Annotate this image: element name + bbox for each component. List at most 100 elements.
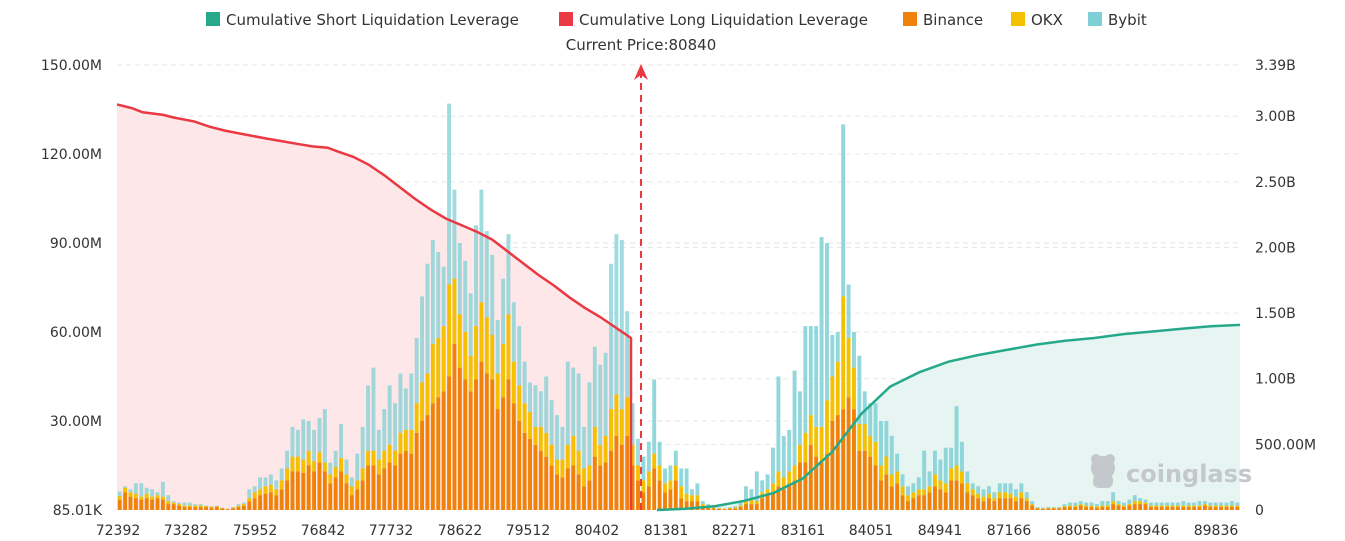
bar-okx: [1057, 507, 1062, 509]
bar-binance: [598, 465, 603, 510]
bar-binance: [301, 472, 306, 510]
bar-okx: [1024, 498, 1029, 502]
bar-okx: [938, 480, 943, 490]
bar-binance: [1159, 507, 1164, 510]
bar-okx: [960, 471, 964, 484]
bar-binance: [695, 501, 700, 510]
y-right-tick-label: 2.50B: [1255, 175, 1296, 191]
bar-bybit: [846, 284, 851, 338]
bar-okx: [1224, 505, 1229, 508]
bar-bybit: [177, 502, 182, 505]
bar-okx: [798, 444, 802, 463]
bar-binance: [938, 489, 943, 510]
bar-okx: [814, 426, 819, 457]
bar-binance: [339, 471, 344, 510]
bar-okx: [673, 465, 678, 481]
bar-bybit: [663, 468, 667, 484]
bar-okx: [279, 480, 284, 490]
bar-okx: [301, 459, 306, 473]
bar-okx: [452, 278, 457, 344]
bar-okx: [468, 355, 473, 392]
bar-okx: [150, 496, 155, 500]
bar-bybit: [727, 507, 732, 508]
bar-bybit: [560, 426, 565, 460]
bar-binance: [247, 501, 252, 510]
bar-bybit: [857, 355, 862, 424]
bar-okx: [981, 496, 986, 502]
legend-item[interactable]: OKX: [1011, 11, 1063, 29]
legend-item[interactable]: Bybit: [1088, 11, 1147, 29]
legend-item[interactable]: Cumulative Short Liquidation Leverage: [206, 11, 519, 29]
legend-item[interactable]: Binance: [903, 11, 983, 29]
x-tick-label: 72392: [96, 523, 141, 539]
bar-okx: [236, 505, 241, 508]
bar-binance: [803, 462, 808, 510]
legend[interactable]: Cumulative Short Liquidation Leverage Cum…: [206, 11, 1147, 29]
bar-binance: [862, 450, 867, 510]
bar-binance: [166, 504, 171, 510]
bar-binance: [306, 465, 311, 510]
bar-okx: [1121, 505, 1126, 508]
bar-okx: [684, 493, 689, 502]
bar-bybit: [684, 468, 689, 494]
bar-binance: [835, 415, 840, 510]
bar-bybit: [214, 505, 219, 507]
bar-okx: [663, 483, 667, 493]
bar-okx: [992, 498, 997, 502]
bar-bybit: [657, 441, 662, 466]
bar-binance: [711, 508, 716, 510]
bar-okx: [862, 423, 867, 451]
bar-binance: [252, 498, 257, 510]
bar-bybit: [474, 225, 478, 327]
bar-okx: [1003, 492, 1008, 499]
bar-bybit: [1132, 495, 1137, 502]
bar-bybit: [911, 483, 916, 493]
bar-bybit: [1148, 502, 1153, 506]
x-tick-label: 81381: [644, 523, 689, 539]
bar-bybit: [1019, 483, 1024, 493]
bar-okx: [474, 326, 478, 380]
bar-binance: [560, 477, 565, 510]
y-right-tick-label: 3.39B: [1255, 58, 1296, 74]
legend-item[interactable]: Cumulative Long Liquidation Leverage: [559, 11, 868, 29]
liquidation-bars: [117, 103, 1240, 510]
x-tick-label: 87166: [987, 523, 1032, 539]
y-left-tick-label: 90.00M: [50, 236, 102, 252]
x-tick-label: 73282: [164, 523, 209, 539]
bar-binance: [1213, 507, 1218, 510]
bar-okx: [711, 507, 716, 509]
bar-bybit: [949, 447, 954, 469]
bar-binance: [1132, 504, 1137, 510]
bar-okx: [214, 506, 219, 508]
bar-bybit: [889, 435, 894, 475]
bar-bybit: [160, 481, 165, 497]
bar-binance: [884, 474, 889, 510]
bar-bybit: [376, 429, 381, 460]
bar-binance: [819, 462, 824, 510]
bar-okx: [1062, 506, 1067, 508]
bar-binance: [1224, 507, 1229, 510]
bar-bybit: [916, 477, 921, 490]
bar-bybit: [619, 240, 624, 410]
bar-binance: [576, 474, 581, 510]
bar-okx: [1143, 502, 1148, 505]
current-price-marker: Current Price:80840: [566, 36, 716, 510]
bar-okx: [1235, 505, 1240, 508]
bar-okx: [1219, 505, 1224, 508]
bar-binance: [1111, 504, 1116, 510]
bar-bybit: [841, 124, 846, 297]
watermark-text: coinglass: [1126, 460, 1252, 488]
bar-binance: [749, 504, 754, 510]
bar-okx: [1132, 501, 1137, 505]
axes: 85.01K 30.00M 60.00M 90.00M 120.00M 150.00M 0 5…: [41, 58, 1316, 539]
bar-bybit: [706, 504, 711, 506]
bar-bybit: [749, 489, 754, 500]
bar-okx: [776, 471, 781, 487]
bar-bybit: [690, 489, 694, 496]
bar-okx: [954, 465, 959, 481]
bar-binance: [1186, 507, 1191, 510]
bar-bybit: [133, 483, 138, 494]
bar-bybit: [209, 506, 214, 507]
bar-okx: [873, 441, 878, 466]
bar-binance: [479, 361, 484, 510]
